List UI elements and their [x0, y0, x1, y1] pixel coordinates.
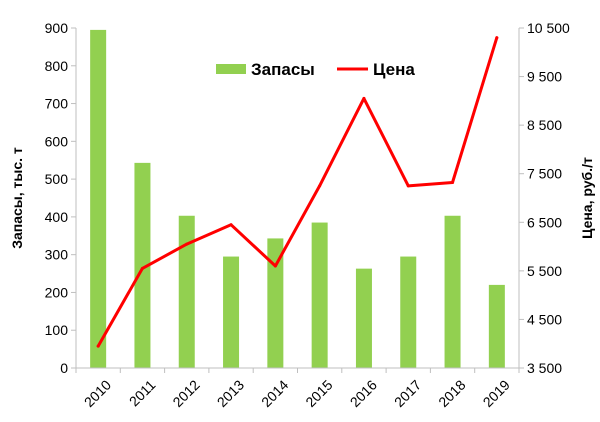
legend-swatch-stocks	[216, 64, 246, 74]
left-tick-label: 900	[45, 20, 69, 36]
price-point-2019	[495, 36, 499, 40]
price-point-2017	[406, 184, 410, 188]
left-tick-label: 500	[45, 171, 69, 187]
legend-label-stocks: Запасы	[251, 60, 315, 79]
bar-2012	[178, 215, 195, 368]
bar-2016	[355, 268, 372, 368]
right-tick-label: 5 500	[527, 263, 562, 279]
bar-2013	[223, 256, 240, 368]
right-axis-ticks: 3 500 4 500 5 500 6 500 7 500 8 500 9 500 10 50…	[519, 20, 570, 376]
x-tick-label: 2015	[302, 377, 335, 410]
x-tick-label: 2010	[81, 377, 114, 410]
legend-label-price: Цена	[373, 60, 415, 79]
x-tick-label: 2014	[258, 377, 291, 410]
bar-2014	[267, 238, 284, 368]
price-point-2010	[96, 344, 100, 348]
price-line	[96, 36, 499, 348]
x-tick-label: 2016	[347, 377, 380, 410]
left-tick-label: 200	[45, 284, 69, 300]
right-tick-label: 9 500	[527, 69, 562, 85]
x-tick-label: 2018	[435, 377, 468, 410]
x-tick-label: 2011	[126, 377, 159, 410]
left-tick-label: 700	[45, 96, 69, 112]
right-tick-label: 8 500	[527, 117, 562, 133]
bar-2018	[444, 215, 461, 368]
bar-2011	[134, 162, 151, 368]
price-point-2018	[451, 180, 455, 184]
price-point-2013	[229, 223, 233, 227]
right-tick-label: 4 500	[527, 311, 562, 327]
right-tick-label: 3 500	[527, 360, 562, 376]
bar-2017	[400, 256, 417, 368]
price-point-2014	[273, 264, 277, 268]
left-tick-label: 600	[45, 133, 69, 149]
right-axis-title: Цена, руб./т	[579, 157, 595, 239]
plot-area	[90, 29, 505, 369]
bar-2015	[311, 222, 328, 368]
bar-2019	[488, 284, 505, 368]
left-tick-label: 300	[45, 247, 69, 263]
bar-2010	[90, 29, 107, 369]
x-tick-label: 2019	[480, 377, 513, 410]
left-tick-label: 800	[45, 58, 69, 74]
x-tick-label: 2012	[169, 377, 202, 410]
left-tick-label: 100	[45, 322, 69, 338]
right-tick-label: 10 500	[527, 20, 570, 36]
right-tick-label: 7 500	[527, 166, 562, 182]
price-point-2016	[362, 96, 366, 100]
x-tick-label: 2017	[391, 377, 424, 410]
left-tick-label: 400	[45, 209, 69, 225]
legend: Запасы Цена	[216, 60, 415, 79]
price-point-2011	[140, 266, 144, 270]
left-tick-label: 0	[60, 360, 68, 376]
x-tick-label: 2013	[214, 377, 247, 410]
price-point-2015	[318, 184, 322, 188]
left-axis-ticks: 0 100 200 300 400 500 600 700 800 900	[45, 20, 76, 376]
right-tick-label: 6 500	[527, 214, 562, 230]
left-axis-title: Запасы, тыс. т	[9, 147, 25, 249]
price-point-2012	[185, 242, 189, 246]
x-axis-ticks: 2010 2011 2012 2013 2014 2015 2016 2017 2018 2019	[75, 368, 520, 410]
